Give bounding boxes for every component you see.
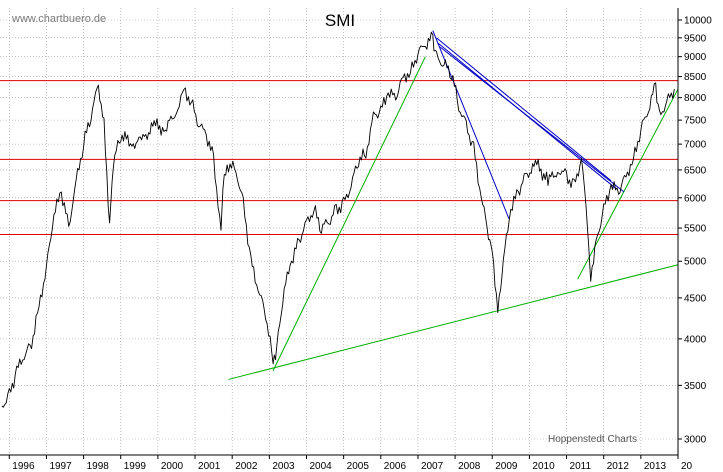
price-series xyxy=(1,31,675,408)
y-tick-label-5500: 5500 xyxy=(684,224,707,235)
x-tick-label-1998: 1998 xyxy=(87,461,110,472)
trendline-0 xyxy=(272,56,426,371)
x-tick-label-2010: 2010 xyxy=(532,461,555,472)
y-tick-label-10000: 10000 xyxy=(684,16,712,27)
x-tick-label-2005: 2005 xyxy=(347,461,370,472)
y-tick-labels: 3000 3500 4000 4500 5000 5500 6000 6500 7000 7500… xyxy=(678,16,712,446)
x-tick-label-2003: 2003 xyxy=(272,461,295,472)
y-tick-label-8500: 8500 xyxy=(684,72,707,83)
x-tick-labels: 1996 1997 1998 1999 2000 2001 2002 2003 2004 2005… xyxy=(8,455,693,472)
y-tick-label-4500: 4500 xyxy=(684,293,707,304)
x-tick-label-2001: 2001 xyxy=(198,461,221,472)
y-tick-label-7000: 7000 xyxy=(684,140,707,151)
y-tick-label-5000: 5000 xyxy=(684,257,707,268)
trendlines xyxy=(228,30,679,380)
price-line-0 xyxy=(1,31,675,408)
x-tick-label-2012: 2012 xyxy=(607,461,630,472)
trendline-4 xyxy=(436,37,612,182)
x-tick-label-2008: 2008 xyxy=(458,461,481,472)
y-tick-label-3500: 3500 xyxy=(684,381,707,392)
x-tick-label-2002: 2002 xyxy=(235,461,258,472)
x-tick-label-2000: 2000 xyxy=(161,461,184,472)
x-tick-label-1997: 1997 xyxy=(49,461,72,472)
y-tick-label-8000: 8000 xyxy=(684,93,707,104)
trendline-1 xyxy=(228,264,679,380)
x-tick-label-2007: 2007 xyxy=(421,461,444,472)
x-tick-label-2011: 2011 xyxy=(570,461,592,472)
x-tick-label-20: 20 xyxy=(681,461,693,472)
y-tick-label-3000: 3000 xyxy=(684,435,707,446)
y-tick-label-9000: 9000 xyxy=(684,52,707,63)
y-tick-label-7500: 7500 xyxy=(684,116,707,127)
credit-label: Hoppenstedt Charts xyxy=(548,434,637,445)
x-tick-label-1999: 1999 xyxy=(124,461,147,472)
x-tick-label-2013: 2013 xyxy=(644,461,667,472)
chart-title: SMI xyxy=(325,11,355,30)
grid-lines xyxy=(0,8,679,455)
y-tick-label-4000: 4000 xyxy=(684,334,707,345)
trendline-6 xyxy=(439,46,625,193)
y-tick-label-9500: 9500 xyxy=(684,33,707,44)
x-tick-label-2004: 2004 xyxy=(309,461,332,472)
source-label: www.chartbuero.de xyxy=(11,13,106,25)
x-tick-label-2006: 2006 xyxy=(384,461,407,472)
y-tick-label-6500: 6500 xyxy=(684,165,707,176)
x-tick-label-2009: 2009 xyxy=(495,461,518,472)
x-tick-label-1996: 1996 xyxy=(12,461,35,472)
y-tick-label-6000: 6000 xyxy=(684,193,707,204)
